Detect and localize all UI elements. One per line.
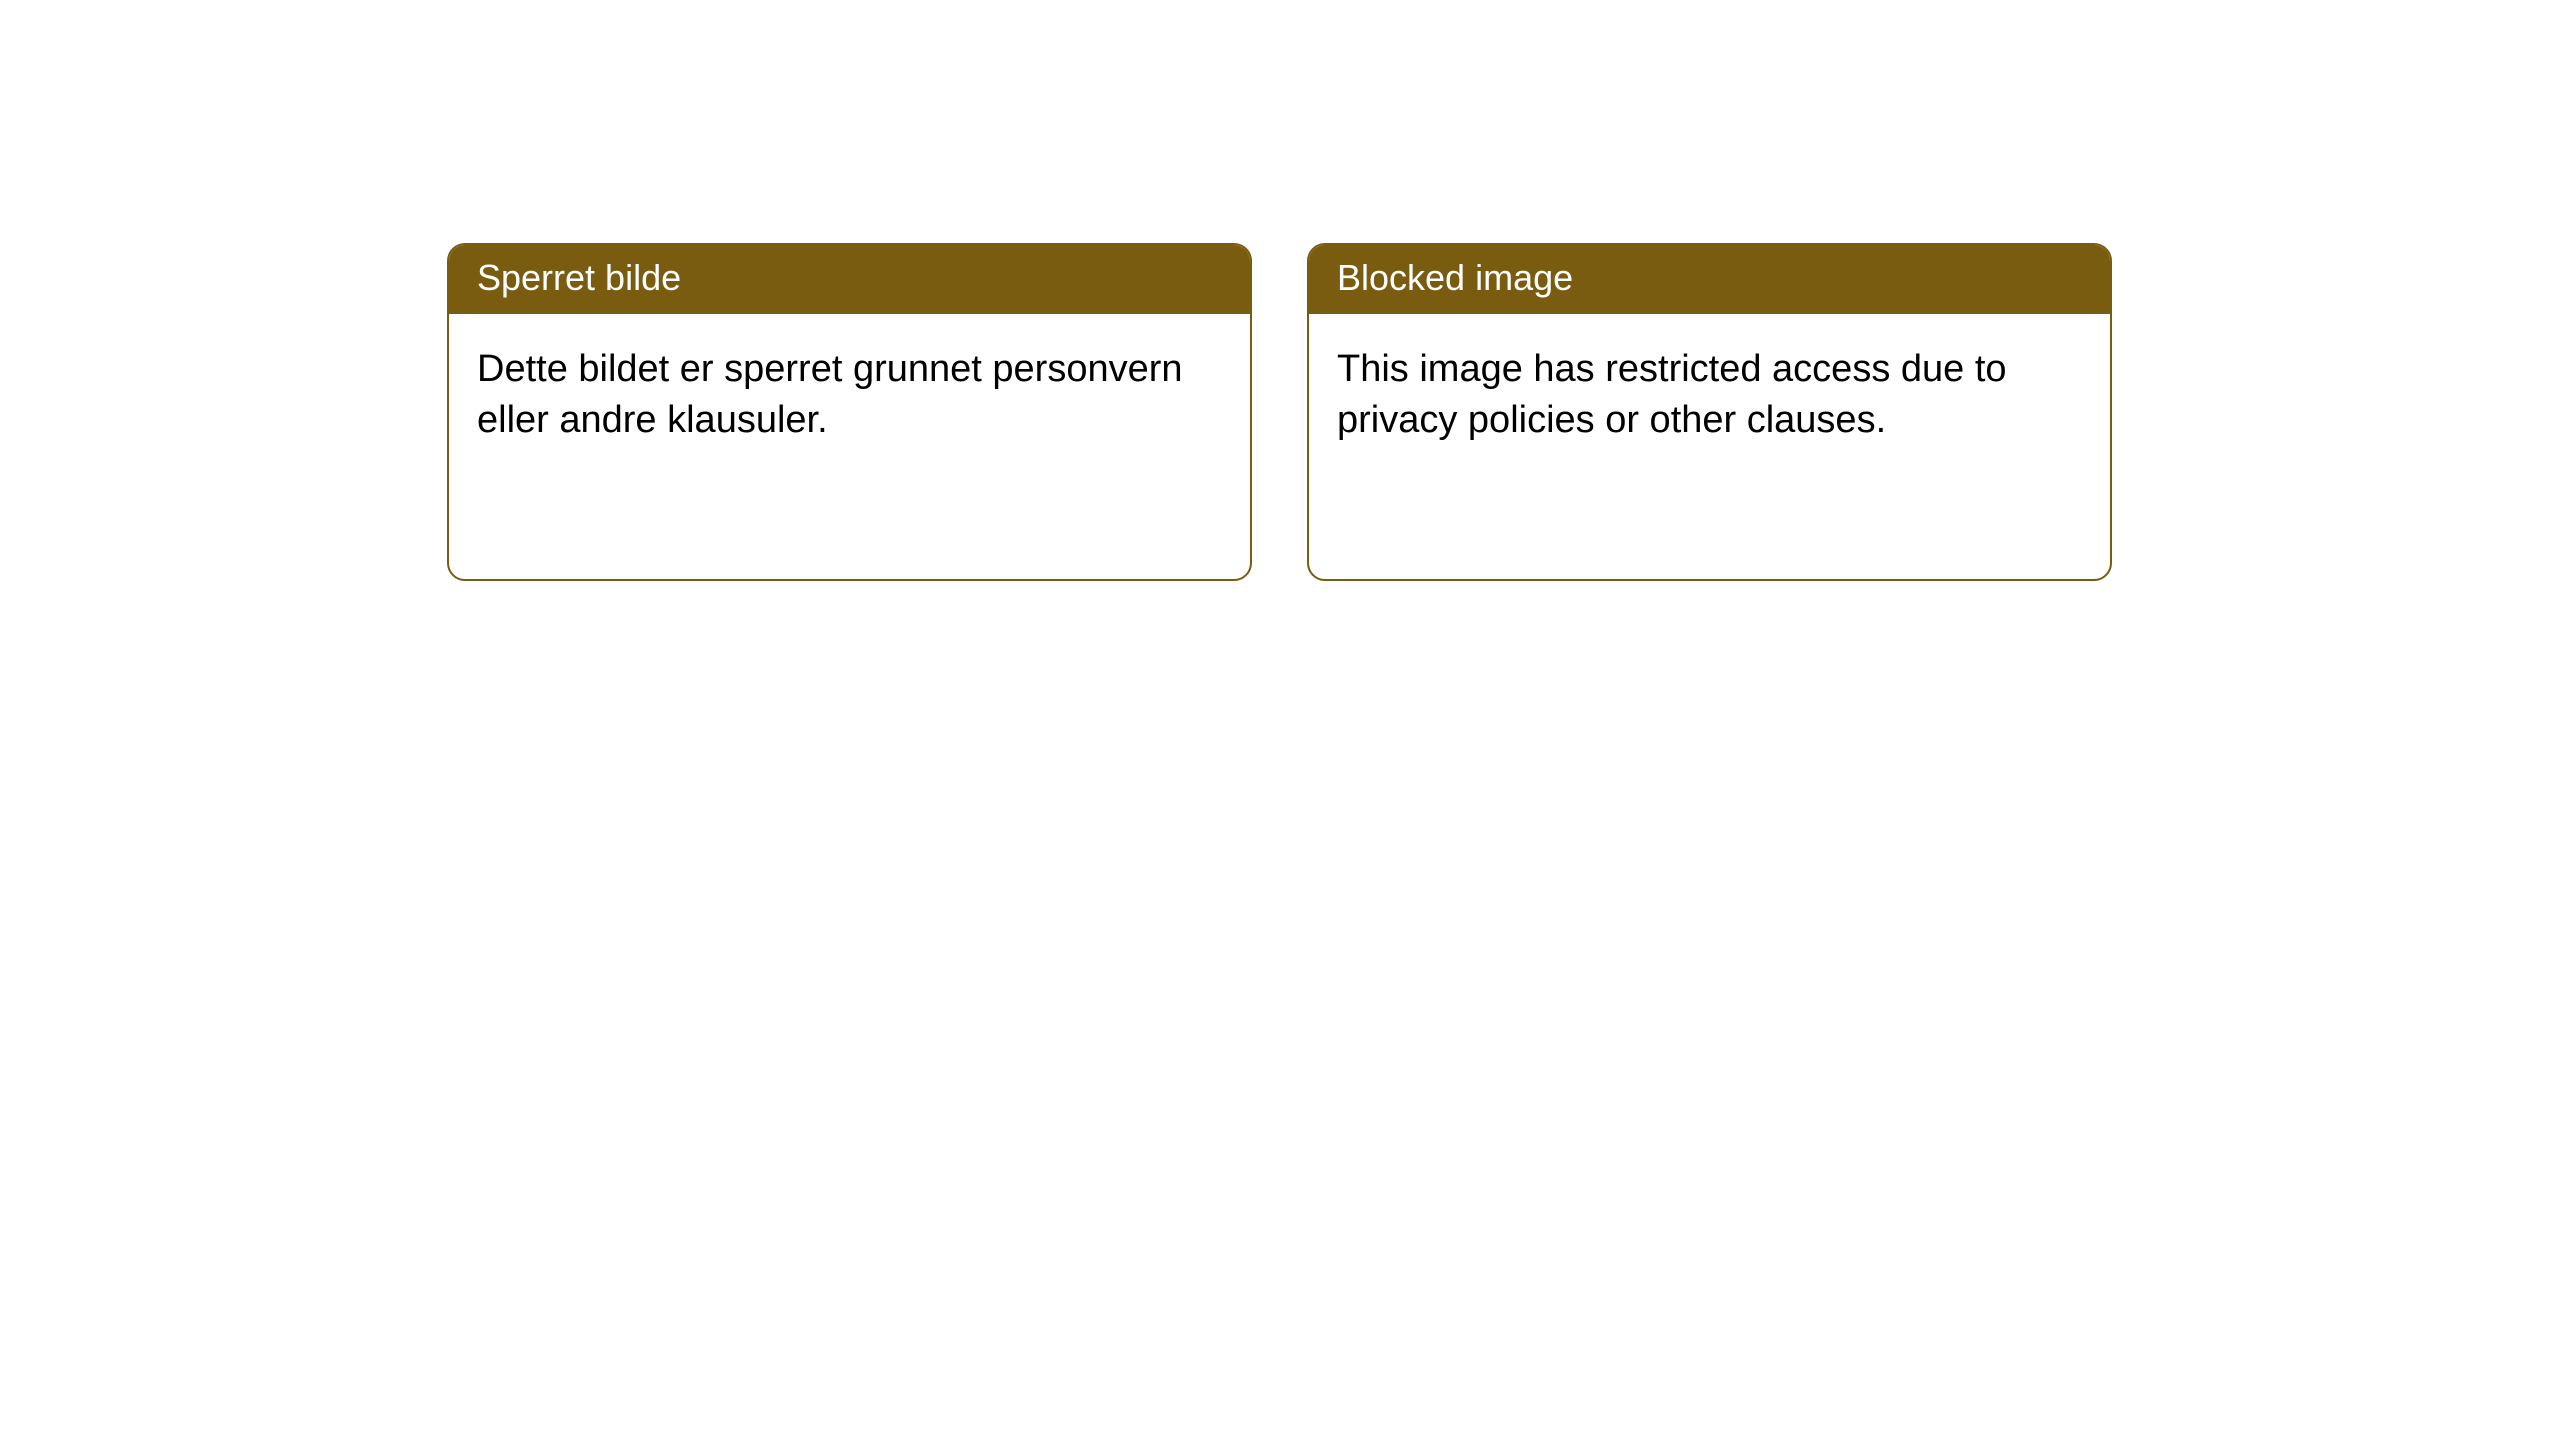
notice-card-english: Blocked image This image has restricted … xyxy=(1307,243,2112,581)
notice-body-english: This image has restricted access due to … xyxy=(1309,314,2110,477)
notice-container: Sperret bilde Dette bildet er sperret gr… xyxy=(0,0,2560,581)
notice-title-norwegian: Sperret bilde xyxy=(449,245,1250,314)
notice-title-english: Blocked image xyxy=(1309,245,2110,314)
notice-body-norwegian: Dette bildet er sperret grunnet personve… xyxy=(449,314,1250,477)
notice-card-norwegian: Sperret bilde Dette bildet er sperret gr… xyxy=(447,243,1252,581)
